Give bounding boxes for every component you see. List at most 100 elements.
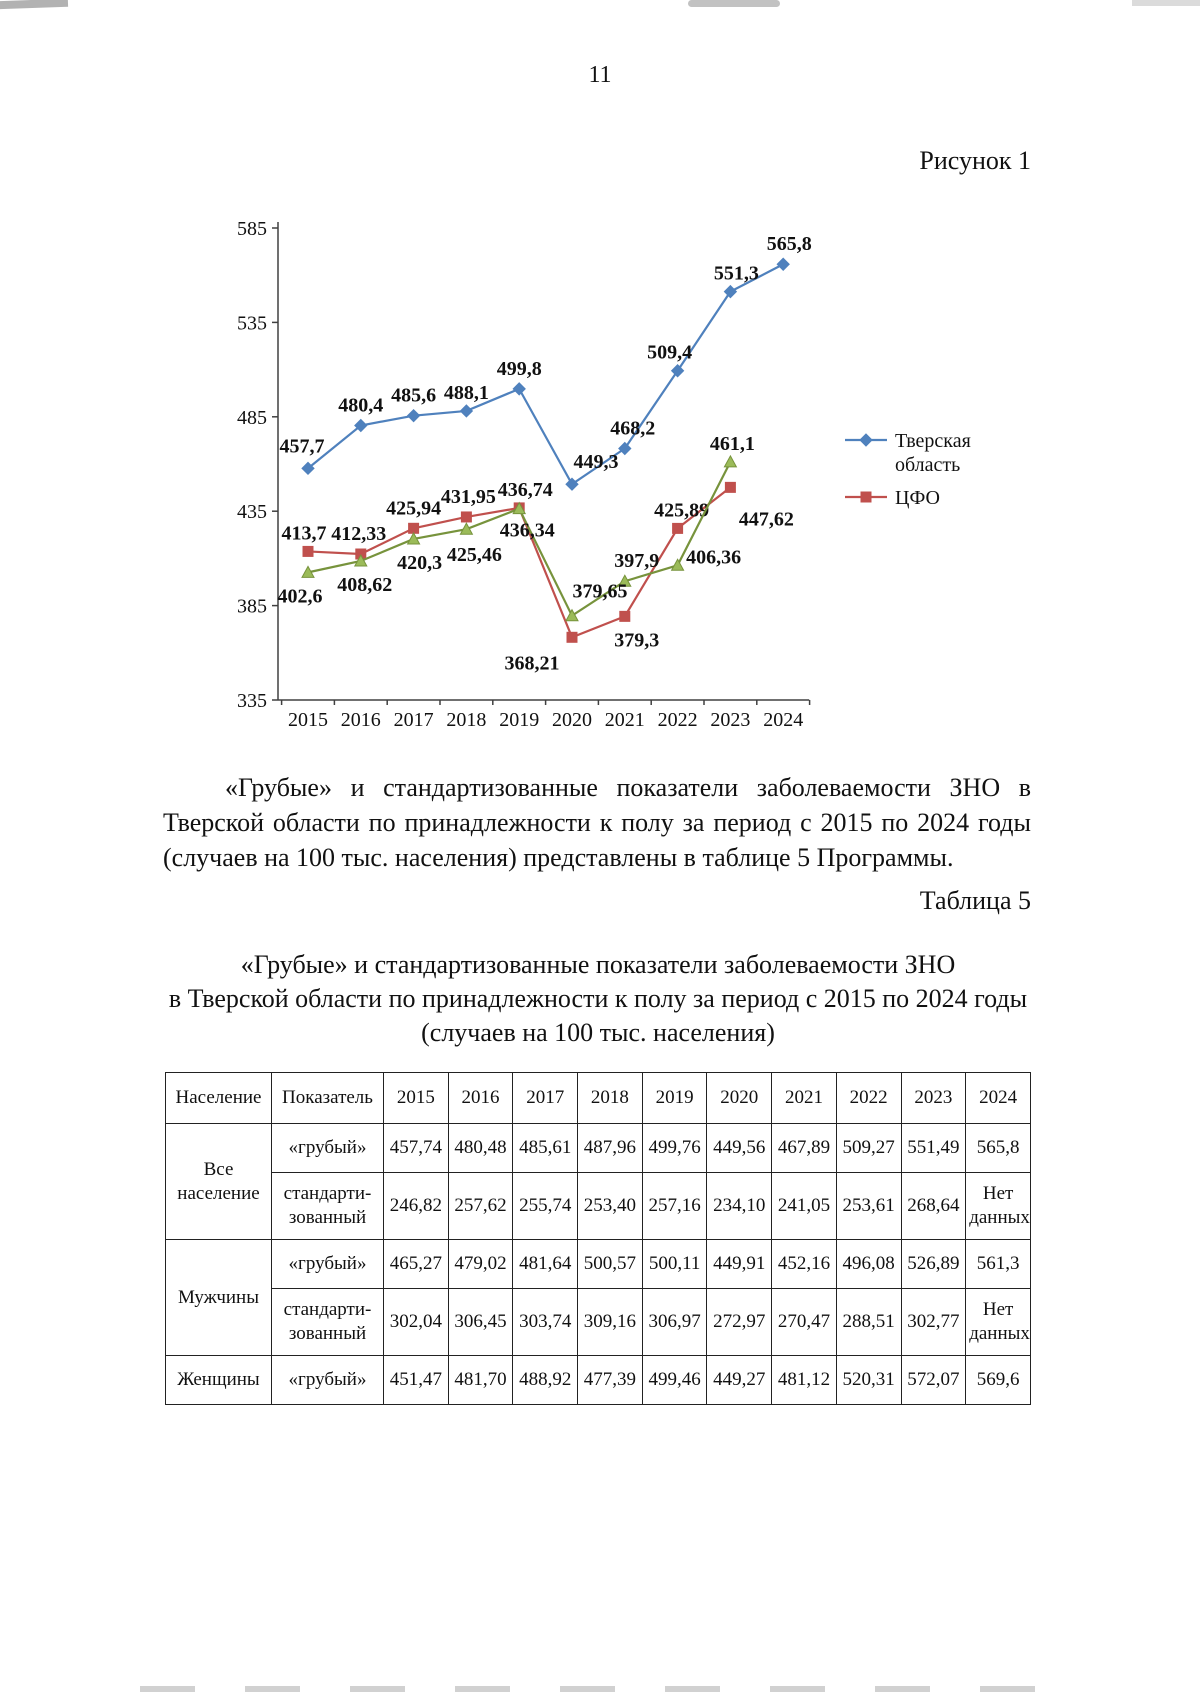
value-cell: 500,57 <box>577 1239 643 1289</box>
legend-label: Тверская область <box>895 430 971 476</box>
svg-text:436,74: 436,74 <box>498 479 553 501</box>
value-cell: 449,56 <box>706 1123 773 1173</box>
svg-text:2024: 2024 <box>763 709 803 731</box>
svg-text:335: 335 <box>237 690 267 712</box>
scan-artifact <box>688 0 780 7</box>
value-cell: 452,16 <box>771 1239 837 1289</box>
svg-text:431,95: 431,95 <box>441 486 496 508</box>
value-cell: 303,74 <box>512 1288 579 1356</box>
table-row: стандарти- зованный 302,04 306,45 303,74 309… <box>166 1288 1031 1356</box>
value-cell: 288,51 <box>835 1288 902 1356</box>
svg-text:406,36: 406,36 <box>686 546 741 568</box>
value-cell: 272,97 <box>706 1288 773 1356</box>
svg-text:509,4: 509,4 <box>647 342 692 364</box>
value-cell: 457,74 <box>383 1123 449 1173</box>
svg-text:425,46: 425,46 <box>447 544 502 566</box>
column-header: 2021 <box>771 1072 837 1124</box>
column-header: Показатель <box>271 1072 384 1124</box>
value-cell: 520,31 <box>835 1355 902 1405</box>
value-cell: Нет данных <box>965 1172 1031 1240</box>
population-cell: Женщины <box>165 1355 272 1405</box>
svg-text:368,21: 368,21 <box>505 652 560 674</box>
table-row: Мужчины «грубый» 465,27 479,02 481,64 500,57 5… <box>165 1239 1031 1356</box>
value-cell: 572,07 <box>900 1355 967 1405</box>
column-header: 2016 <box>447 1072 514 1124</box>
table-header-row: Население Показатель 2015 2016 2017 2018 2019 2… <box>165 1072 1031 1124</box>
svg-text:488,1: 488,1 <box>444 382 489 404</box>
value-cell: Нет данных <box>965 1288 1031 1356</box>
column-header: 2024 <box>965 1072 1031 1124</box>
value-cell: 477,39 <box>577 1355 643 1405</box>
svg-text:551,3: 551,3 <box>714 263 759 285</box>
legend-item: ЦФО <box>843 487 1003 511</box>
value-cell: 270,47 <box>771 1288 837 1356</box>
value-cell: 257,16 <box>641 1172 708 1240</box>
svg-text:402,6: 402,6 <box>278 585 323 607</box>
value-cell: 479,02 <box>447 1239 514 1289</box>
value-cell: 500,11 <box>641 1239 708 1289</box>
value-cell: 465,27 <box>383 1239 449 1289</box>
svg-text:2020: 2020 <box>552 709 592 731</box>
scan-artifact <box>140 1686 1040 1692</box>
value-cell: 268,64 <box>900 1172 967 1240</box>
incidence-table: Население Показатель 2015 2016 2017 2018 2019 2… <box>165 1072 1031 1405</box>
square-legend-marker-icon <box>845 491 887 503</box>
svg-text:2022: 2022 <box>658 709 698 731</box>
svg-text:2016: 2016 <box>341 709 381 731</box>
scan-artifact <box>1132 0 1200 6</box>
table-row: стандарти- зованный 246,82 257,62 255,74 253… <box>166 1172 1031 1240</box>
value-cell: 234,10 <box>706 1172 773 1240</box>
svg-text:565,8: 565,8 <box>767 233 812 255</box>
value-cell: 499,46 <box>641 1355 708 1405</box>
value-cell: 561,3 <box>965 1239 1031 1289</box>
column-header: 2023 <box>900 1072 967 1124</box>
value-cell: 481,64 <box>512 1239 579 1289</box>
svg-text:2018: 2018 <box>446 709 486 731</box>
svg-text:2019: 2019 <box>499 709 539 731</box>
svg-text:535: 535 <box>237 312 267 334</box>
chart-canvas: 585 535 485 435 385 335 2015 2016 2017 2018 2019 20… <box>237 218 812 731</box>
svg-text:420,3: 420,3 <box>397 552 442 574</box>
value-cell: 253,40 <box>577 1172 643 1240</box>
indicator-cell: стандарти- зованный <box>271 1288 384 1356</box>
legend-item: Тверская область <box>843 430 1003 477</box>
indicator-cell: «грубый» <box>271 1355 384 1405</box>
value-cell: 481,12 <box>771 1355 837 1405</box>
value-cell: 487,96 <box>577 1123 643 1173</box>
svg-text:468,2: 468,2 <box>610 418 655 440</box>
svg-text:425,94: 425,94 <box>386 497 441 519</box>
value-cell: 302,04 <box>383 1288 449 1356</box>
value-cell: 499,76 <box>641 1123 708 1173</box>
svg-text:585: 585 <box>237 218 267 240</box>
indicator-cell: стандарти- зованный <box>271 1172 384 1240</box>
svg-text:379,65: 379,65 <box>573 581 628 603</box>
value-cell: 449,91 <box>706 1239 773 1289</box>
value-cell: 451,47 <box>383 1355 449 1405</box>
value-cell: 526,89 <box>900 1239 967 1289</box>
value-cell: 246,82 <box>383 1172 449 1240</box>
value-cell: 565,8 <box>965 1123 1031 1173</box>
page-number: 11 <box>588 62 612 88</box>
chart-legend: Тверская область ЦФО <box>843 430 1003 511</box>
svg-text:449,3: 449,3 <box>574 451 619 473</box>
svg-text:412,33: 412,33 <box>331 523 386 545</box>
figure-caption: Рисунок 1 <box>919 146 1031 175</box>
svg-text:2023: 2023 <box>710 709 750 731</box>
value-cell: 306,97 <box>641 1288 708 1356</box>
value-cell: 302,77 <box>900 1288 967 1356</box>
column-header: 2019 <box>641 1072 708 1124</box>
svg-text:447,62: 447,62 <box>739 508 794 530</box>
value-cell: 306,45 <box>447 1288 514 1356</box>
svg-text:485,6: 485,6 <box>391 385 436 407</box>
svg-text:2015: 2015 <box>288 709 328 731</box>
value-cell: 449,27 <box>706 1355 773 1405</box>
svg-text:457,7: 457,7 <box>280 435 325 457</box>
value-cell: 496,08 <box>835 1239 902 1289</box>
svg-text:425,89: 425,89 <box>654 499 709 521</box>
svg-text:436,34: 436,34 <box>500 520 555 542</box>
svg-text:2017: 2017 <box>394 709 434 731</box>
value-cell: 241,05 <box>771 1172 837 1240</box>
value-cell: 253,61 <box>835 1172 902 1240</box>
column-header: Население <box>165 1072 272 1124</box>
